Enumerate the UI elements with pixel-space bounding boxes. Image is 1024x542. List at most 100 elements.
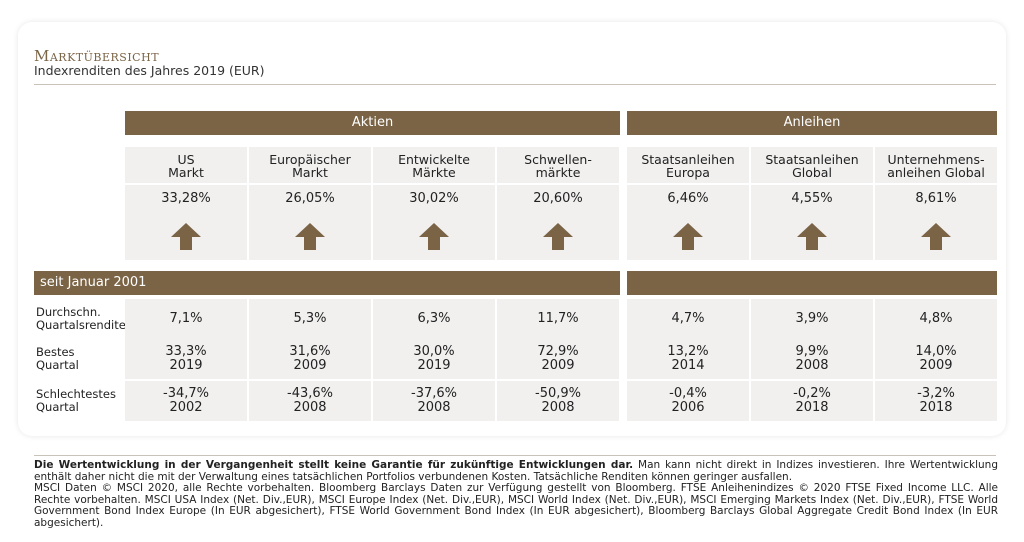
arrow-up-icon — [171, 223, 201, 250]
cell-year: 2019 — [169, 358, 203, 373]
return-2019-value: 30,02% — [409, 191, 459, 206]
cell-value: -43,6% — [287, 386, 333, 401]
group-bar-anleihen: Anleihen — [627, 111, 997, 135]
return-cell: 8,61% — [875, 185, 997, 260]
page-subtitle: Indexrenditen des Jahres 2019 (EUR) — [34, 63, 265, 78]
table-cell: -50,9% 2008 — [497, 381, 619, 421]
cell-value: -34,7% — [163, 386, 209, 401]
return-cell: 6,46% — [627, 185, 749, 260]
row-label-line2: Quartalsrendite — [36, 317, 126, 332]
arrow-up-icon — [543, 223, 573, 250]
table-cell: -34,7% 2002 — [125, 381, 247, 421]
cell-value: 3,9% — [795, 311, 829, 326]
column-header-line1: Staatsanleihen — [765, 152, 859, 167]
arrow-up-icon — [419, 223, 449, 250]
column-header-line1: US — [177, 152, 195, 167]
column-header-line2: Europa — [666, 165, 710, 180]
return-cell: 20,60% — [497, 185, 619, 260]
cell-year: 2018 — [795, 400, 829, 415]
cell-value: 33,3% — [165, 344, 207, 359]
return-cell: 30,02% — [373, 185, 495, 260]
column-header-line1: Europäischer — [269, 152, 351, 167]
copyright-text: MSCI Daten © MSCI 2020, alle Rechte vorb… — [34, 482, 998, 529]
column-header: Staatsanleihen Europa — [627, 147, 749, 183]
cell-value: 13,2% — [667, 344, 709, 359]
row-label-line2: Quartal — [36, 399, 79, 414]
table-cell: 5,3% — [249, 299, 371, 339]
table-cell: 30,0% 2019 — [373, 339, 495, 379]
column-header-line2: Global — [792, 165, 832, 180]
cell-value: -0,4% — [669, 386, 707, 401]
disclaimer: Die Wertentwicklung in der Vergangenheit… — [34, 459, 998, 529]
cell-year: 2014 — [671, 358, 705, 373]
cell-value: 72,9% — [537, 344, 579, 359]
table-cell: 3,9% — [751, 299, 873, 339]
table-cell: -37,6% 2008 — [373, 381, 495, 421]
column-header-line1: Schwellen- — [524, 152, 592, 167]
table-cell: 4,7% — [627, 299, 749, 339]
column-header: Europäischer Markt — [249, 147, 371, 183]
cell-value: 4,7% — [671, 311, 705, 326]
table-cell: 13,2% 2014 — [627, 339, 749, 379]
table-cell: -0,4% 2006 — [627, 381, 749, 421]
cell-value: 9,9% — [795, 344, 829, 359]
return-2019-value: 26,05% — [285, 191, 335, 206]
arrow-up-icon — [295, 223, 325, 250]
disclaimer-text: Man kann nicht direkt in Indizes investi… — [34, 459, 998, 483]
table-cell: 33,3% 2019 — [125, 339, 247, 379]
row-label: Durchschn. Quartalsrendite — [36, 306, 126, 331]
arrow-up-icon — [921, 223, 951, 250]
table-cell: 31,6% 2009 — [249, 339, 371, 379]
header-divider — [34, 84, 996, 85]
column-header: Entwickelte Märkte — [373, 147, 495, 183]
row-label-line2: Quartal — [36, 357, 79, 372]
table-cell: 6,3% — [373, 299, 495, 339]
cell-value: 7,1% — [169, 311, 203, 326]
return-2019-value: 33,28% — [161, 191, 211, 206]
arrow-up-icon — [673, 223, 703, 250]
cell-year: 2018 — [919, 400, 953, 415]
table-cell: 7,1% — [125, 299, 247, 339]
return-2019-value: 20,60% — [533, 191, 583, 206]
return-cell: 33,28% — [125, 185, 247, 260]
column-header-line2: märkte — [535, 165, 581, 180]
row-label: Schlechtestes Quartal — [36, 388, 116, 413]
return-2019-value: 8,61% — [915, 191, 957, 206]
disclaimer-bold: Die Wertentwicklung in der Vergangenheit… — [34, 459, 634, 471]
row-label-line1: Schlechtestes — [36, 387, 116, 401]
footer-divider — [34, 455, 996, 456]
group-bar-aktien: Aktien — [125, 111, 620, 135]
table-cell: -0,2% 2018 — [751, 381, 873, 421]
cell-value: 14,0% — [915, 344, 957, 359]
column-header-line2: anleihen Global — [887, 165, 985, 180]
table-cell: -3,2% 2018 — [875, 381, 997, 421]
table-cell: 14,0% 2009 — [875, 339, 997, 379]
column-header: US Markt — [125, 147, 247, 183]
cell-year: 2008 — [293, 400, 327, 415]
cell-year: 2019 — [417, 358, 451, 373]
column-header: Schwellen-märkte — [497, 147, 619, 183]
arrow-up-icon — [797, 223, 827, 250]
row-label-line1: Bestes — [36, 345, 75, 359]
table-cell: 4,8% — [875, 299, 997, 339]
cell-value: 11,7% — [537, 311, 579, 326]
cell-value: 4,8% — [919, 311, 953, 326]
table-cell: 11,7% — [497, 299, 619, 339]
since-bar-right — [627, 271, 997, 295]
row-label-line1: Durchschn. — [36, 305, 101, 319]
return-2019-value: 4,55% — [791, 191, 833, 206]
cell-value: 30,0% — [413, 344, 455, 359]
since-bar: seit Januar 2001 — [34, 271, 620, 295]
column-header-line1: Unternehmens- — [887, 152, 985, 167]
cell-value: 31,6% — [289, 344, 331, 359]
cell-value: -50,9% — [535, 386, 581, 401]
column-header-line1: Staatsanleihen — [641, 152, 735, 167]
cell-value: -37,6% — [411, 386, 457, 401]
cell-value: -3,2% — [917, 386, 955, 401]
cell-value: 5,3% — [293, 311, 327, 326]
return-cell: 26,05% — [249, 185, 371, 260]
cell-year: 2009 — [293, 358, 327, 373]
cell-year: 2009 — [919, 358, 953, 373]
cell-year: 2008 — [795, 358, 829, 373]
column-header-line2: Märkte — [412, 165, 456, 180]
